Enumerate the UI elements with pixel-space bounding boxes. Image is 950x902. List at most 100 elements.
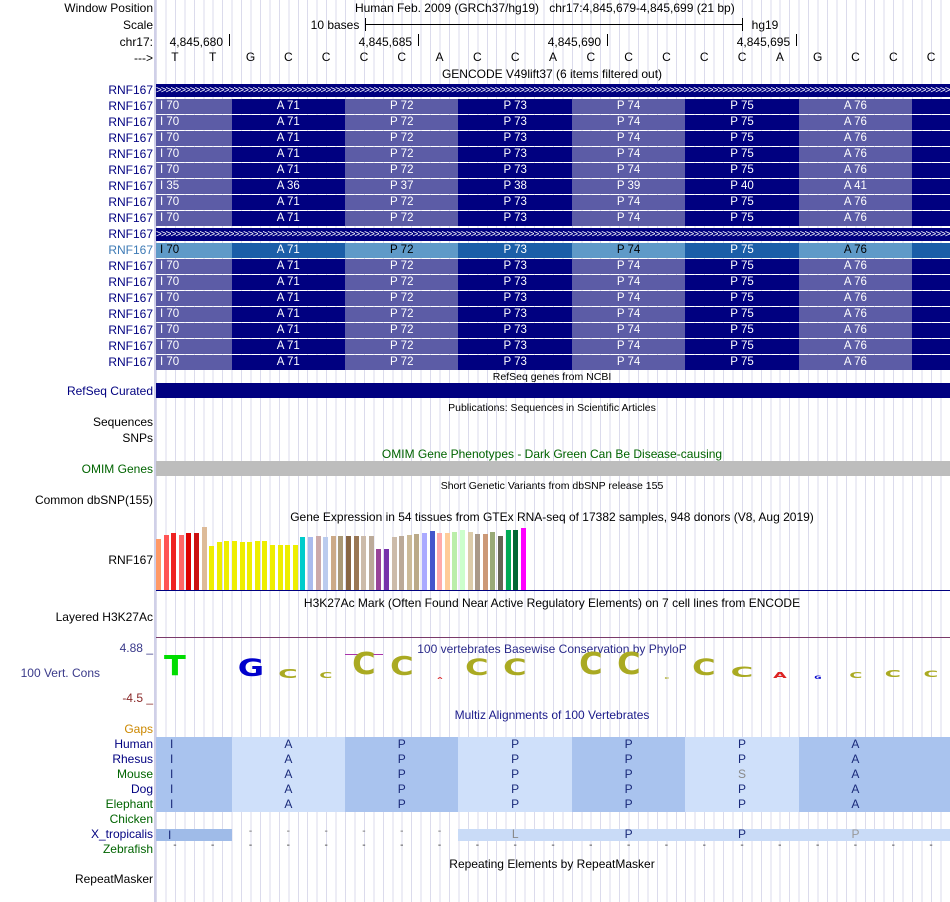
amino-acid-cell[interactable]: P 74 bbox=[571, 339, 686, 354]
amino-acid-cell[interactable]: A 71 bbox=[231, 115, 346, 130]
refseq-label[interactable]: RefSeq Curated bbox=[66, 384, 153, 398]
gtex-bar[interactable] bbox=[414, 534, 420, 590]
alignment-residue[interactable]: P bbox=[345, 767, 459, 782]
multiz-species-label[interactable]: X_tropicalis bbox=[90, 827, 153, 841]
amino-acid-cell[interactable] bbox=[912, 163, 950, 178]
amino-acid-cell[interactable]: A 76 bbox=[798, 339, 913, 354]
gtex-bar[interactable] bbox=[186, 533, 192, 590]
gaps-label[interactable]: Gaps bbox=[124, 722, 153, 736]
gtex-bar[interactable] bbox=[467, 532, 473, 590]
amino-acid-cell[interactable]: P 72 bbox=[345, 131, 459, 146]
gtex-bar[interactable] bbox=[384, 548, 389, 590]
alignment-residue[interactable]: P bbox=[571, 737, 686, 752]
alignment-residue[interactable]: A bbox=[231, 797, 346, 812]
gencode-transcript[interactable]: I 70 A 71 P 72 P 73 P 74 P 75 A 76 bbox=[156, 243, 950, 258]
alignment-block[interactable]: I bbox=[156, 829, 232, 841]
amino-acid-cell[interactable]: P 37 bbox=[345, 179, 459, 194]
amino-acid-cell[interactable]: P 73 bbox=[458, 99, 572, 114]
gtex-bar[interactable] bbox=[308, 537, 313, 590]
gtex-bar[interactable] bbox=[209, 545, 215, 590]
amino-acid-cell[interactable]: P 73 bbox=[458, 339, 572, 354]
amino-acid-cell[interactable]: A 71 bbox=[231, 323, 346, 338]
amino-acid-cell[interactable]: A 76 bbox=[798, 163, 913, 178]
gencode-gene-label[interactable]: RNF167 bbox=[108, 147, 153, 161]
amino-acid-cell[interactable]: P 73 bbox=[458, 355, 572, 370]
amino-acid-cell[interactable]: P 72 bbox=[345, 99, 459, 114]
amino-acid-cell[interactable]: A 71 bbox=[231, 355, 346, 370]
alignment-residue[interactable]: P bbox=[685, 737, 799, 752]
gencode-transcript[interactable]: I 70 A 71 P 72 P 73 P 74 P 75 A 76 bbox=[156, 115, 950, 130]
amino-acid-cell[interactable]: A 71 bbox=[231, 275, 346, 290]
gencode-gene-label[interactable]: RNF167 bbox=[108, 163, 153, 177]
gencode-gene-label[interactable]: RNF167 bbox=[108, 83, 153, 97]
omim-gene-bar[interactable] bbox=[156, 461, 950, 476]
rmsk-title[interactable]: Repeating Elements by RepeatMasker bbox=[449, 857, 655, 871]
alignment-residue[interactable]: I bbox=[156, 782, 232, 797]
amino-acid-cell[interactable]: A 71 bbox=[231, 211, 346, 226]
amino-acid-cell[interactable]: P 72 bbox=[345, 291, 459, 306]
amino-acid-cell[interactable]: A 76 bbox=[798, 99, 913, 114]
amino-acid-cell[interactable]: P 75 bbox=[685, 115, 799, 130]
gtex-bar[interactable] bbox=[368, 536, 374, 590]
multiz-species-label[interactable]: Dog bbox=[130, 782, 153, 796]
alignment-residue[interactable]: A bbox=[798, 767, 913, 782]
amino-acid-cell[interactable] bbox=[912, 115, 950, 130]
rmsk-label[interactable]: RepeatMasker bbox=[74, 872, 153, 886]
amino-acid-cell[interactable]: P 74 bbox=[571, 147, 686, 162]
alignment-residue[interactable]: S bbox=[685, 767, 799, 782]
gencode-transcript[interactable]: I 70 A 71 P 72 P 73 P 74 P 75 A 76 bbox=[156, 131, 950, 146]
amino-acid-cell[interactable]: P 72 bbox=[345, 115, 459, 130]
amino-acid-cell[interactable] bbox=[912, 243, 950, 258]
gencode-gene-label[interactable]: RNF167 bbox=[108, 99, 153, 113]
refseq-title[interactable]: RefSeq genes from NCBI bbox=[492, 371, 612, 383]
gtex-bar[interactable] bbox=[292, 544, 298, 590]
gencode-gene-label[interactable]: RNF167 bbox=[108, 339, 153, 353]
gencode-transcript[interactable]: I 70 A 71 P 72 P 73 P 74 P 75 A 76 bbox=[156, 339, 950, 354]
alignment-residue[interactable]: A bbox=[798, 752, 913, 767]
gtex-bar[interactable] bbox=[216, 541, 222, 590]
gencode-title[interactable]: GENCODE V49lift37 (6 items filtered out) bbox=[441, 67, 663, 81]
amino-acid-cell[interactable]: I 70 bbox=[156, 163, 232, 178]
amino-acid-cell[interactable] bbox=[912, 195, 950, 210]
amino-acid-cell[interactable]: A 76 bbox=[798, 275, 913, 290]
amino-acid-cell[interactable] bbox=[912, 355, 950, 370]
alignment-residue[interactable]: I bbox=[156, 797, 232, 812]
amino-acid-cell[interactable]: I 70 bbox=[156, 243, 232, 258]
gtex-bar[interactable] bbox=[178, 535, 184, 590]
amino-acid-cell[interactable]: P 75 bbox=[685, 131, 799, 146]
amino-acid-cell[interactable]: P 73 bbox=[458, 243, 572, 258]
amino-acid-cell[interactable]: I 70 bbox=[156, 99, 232, 114]
gtex-bar-chart[interactable] bbox=[156, 522, 950, 590]
amino-acid-cell[interactable]: P 75 bbox=[685, 275, 799, 290]
gtex-bar[interactable] bbox=[194, 533, 199, 590]
alignment-residue[interactable]: A bbox=[231, 767, 346, 782]
amino-acid-cell[interactable]: A 76 bbox=[798, 355, 913, 370]
amino-acid-cell[interactable] bbox=[912, 99, 950, 114]
amino-acid-cell[interactable]: P 73 bbox=[458, 291, 572, 306]
gtex-bar[interactable] bbox=[505, 530, 511, 590]
gtex-bar[interactable] bbox=[520, 528, 526, 590]
phylop-title[interactable]: 100 vertebrates Basewise Conservation by… bbox=[417, 642, 687, 656]
amino-acid-cell[interactable]: P 73 bbox=[458, 131, 572, 146]
alignment-residue[interactable]: P bbox=[345, 752, 459, 767]
phylop-label[interactable]: 100 Vert. Cons bbox=[20, 666, 100, 680]
gtex-bar[interactable] bbox=[270, 544, 275, 590]
alignment-residue[interactable]: I bbox=[156, 737, 232, 752]
alignment-residue[interactable]: A bbox=[798, 737, 913, 752]
amino-acid-cell[interactable]: A 76 bbox=[798, 243, 913, 258]
amino-acid-cell[interactable]: P 72 bbox=[345, 339, 459, 354]
gencode-transcript[interactable]: I 35 A 36 P 37 P 38 P 39 P 40 A 41 bbox=[156, 179, 950, 194]
gtex-bar[interactable] bbox=[277, 544, 283, 590]
amino-acid-cell[interactable]: P 72 bbox=[345, 275, 459, 290]
amino-acid-cell[interactable] bbox=[912, 147, 950, 162]
gtex-bar[interactable] bbox=[498, 536, 503, 590]
alignment-block[interactable] bbox=[912, 737, 950, 752]
amino-acid-cell[interactable]: A 71 bbox=[231, 99, 346, 114]
amino-acid-cell[interactable]: P 75 bbox=[685, 291, 799, 306]
amino-acid-cell[interactable]: A 71 bbox=[231, 291, 346, 306]
amino-acid-cell[interactable]: P 72 bbox=[345, 243, 459, 258]
amino-acid-cell[interactable]: P 38 bbox=[458, 179, 572, 194]
amino-acid-cell[interactable]: I 70 bbox=[156, 211, 232, 226]
